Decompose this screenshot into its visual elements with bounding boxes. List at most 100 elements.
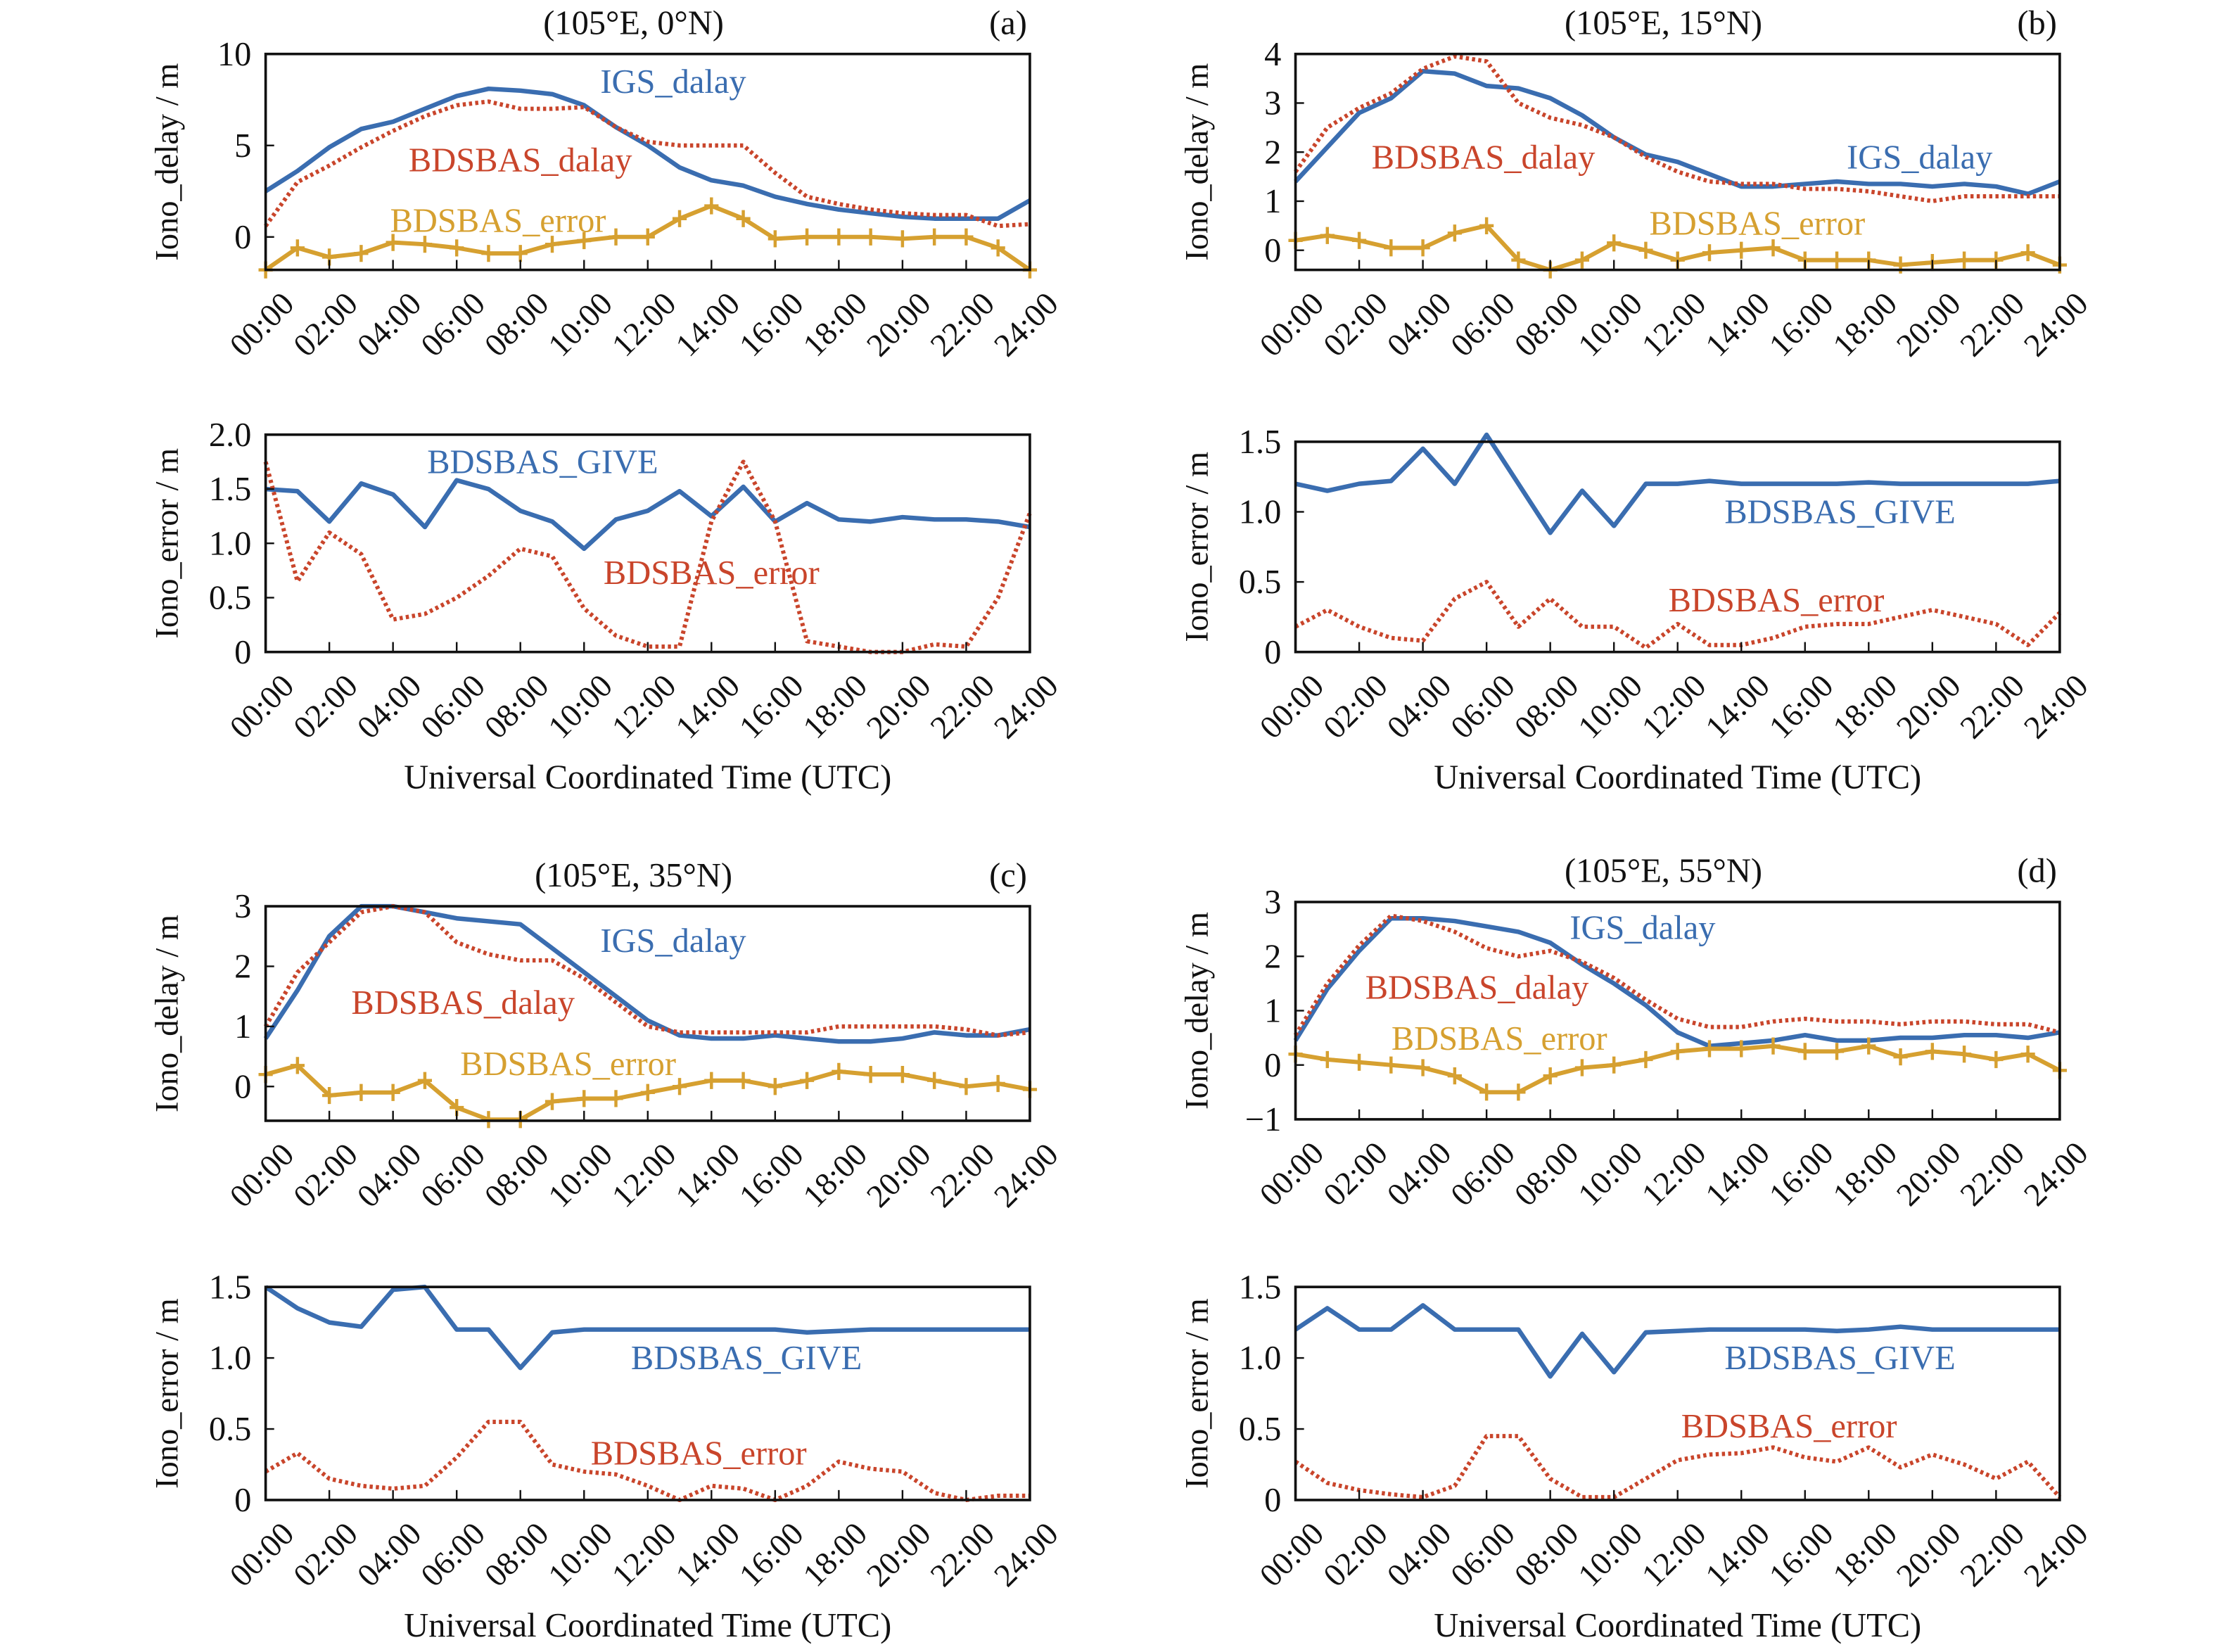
x-tick-label: 06:00 (414, 1137, 492, 1215)
panel-b-top: 00:0002:0004:0006:0008:0010:0012:0014:00… (1179, 4, 2095, 364)
data-point-marker (704, 1072, 719, 1089)
y-tick-label: 1 (1264, 993, 1281, 1030)
series-annotation: BDSBAS_error (1392, 1020, 1607, 1057)
y-tick-label: 10 (217, 36, 251, 73)
series-annotation: BDSBAS_error (1681, 1408, 1897, 1445)
x-tick-label: 24:00 (2018, 1136, 2096, 1214)
x-tick-label: 14:00 (1699, 1136, 1777, 1214)
series-annotation: BDSBAS_GIVE (1724, 494, 1955, 531)
x-tick-label: 16:00 (733, 286, 811, 364)
y-tick-label: 0 (1264, 1482, 1281, 1519)
data-point-marker (863, 1066, 878, 1084)
data-point-marker (2020, 1046, 2035, 1063)
series-annotation: BDSBAS_error (1649, 205, 1865, 242)
data-point-marker (513, 245, 528, 262)
x-tick-label: 24:00 (988, 1137, 1066, 1215)
y-axis-label: Iono_error / m (149, 448, 185, 639)
x-tick-label: 24:00 (988, 1516, 1066, 1594)
data-point-marker (354, 1084, 369, 1101)
y-tick-label: 0.5 (1239, 1411, 1282, 1448)
x-tick-label: 24:00 (2018, 668, 2096, 746)
data-point-marker (322, 1086, 337, 1105)
data-point-marker (290, 1057, 305, 1074)
data-point-marker (354, 245, 369, 262)
x-axis-label: Universal Coordinated Time (UTC) (404, 759, 891, 796)
data-point-marker (1384, 239, 1399, 257)
x-tick-label: 08:00 (478, 668, 556, 746)
y-tick-label: 0 (234, 1068, 251, 1105)
data-point-marker (1415, 239, 1430, 257)
x-tick-label: 04:00 (1380, 1516, 1458, 1594)
y-tick-label: 2 (1264, 134, 1281, 171)
x-tick-label: 18:00 (1826, 286, 1904, 364)
x-tick-label: 10:00 (1572, 286, 1650, 364)
series-annotation: IGS_dalay (600, 922, 746, 960)
data-point-marker (386, 234, 400, 251)
series-line-igs-dalay (264, 86, 1031, 221)
x-tick-label: 24:00 (988, 668, 1066, 746)
series-annotation: BDSBAS_error (604, 554, 820, 592)
x-axis-label: Universal Coordinated Time (UTC) (404, 1607, 891, 1644)
x-tick-label: 14:00 (1699, 668, 1777, 746)
y-tick-label: 2 (1264, 938, 1281, 975)
series-annotation: IGS_dalay (1569, 909, 1716, 946)
series-annotation: BDSBAS_error (390, 203, 606, 240)
panel-letter: (b) (2017, 4, 2056, 42)
x-tick-label: 08:00 (478, 286, 556, 364)
x-tick-label: 16:00 (1763, 668, 1841, 746)
data-point-marker (1511, 251, 1526, 269)
x-tick-label: 10:00 (542, 1137, 620, 1215)
x-tick-label: 18:00 (796, 1137, 874, 1215)
data-point-marker (609, 1090, 623, 1107)
x-tick-label: 06:00 (1444, 1136, 1522, 1214)
data-point-marker (290, 239, 305, 257)
data-point-marker (768, 230, 782, 248)
data-point-marker (1861, 1037, 1876, 1055)
x-tick-label: 02:00 (1317, 668, 1395, 746)
panel-d-top: 00:0002:0004:0006:0008:0010:0012:0014:00… (1179, 853, 2095, 1214)
y-tick-label: 2.0 (209, 417, 252, 454)
plot-frame (1294, 440, 2061, 654)
y-tick-label: 1.0 (209, 525, 252, 562)
x-tick-label: 12:00 (1635, 1516, 1713, 1594)
x-tick-label: 10:00 (1572, 1136, 1650, 1214)
data-point-marker (1320, 227, 1335, 244)
data-point-marker (1574, 1059, 1590, 1076)
data-point-marker (1829, 1043, 1845, 1060)
data-point-marker (1702, 244, 1717, 262)
x-tick-label: 04:00 (350, 1516, 428, 1594)
series-line-bdsbas-give (1294, 432, 2061, 535)
x-tick-label: 12:00 (606, 286, 684, 364)
x-tick-label: 20:00 (860, 1137, 938, 1215)
data-point-marker (1607, 234, 1622, 252)
panel-a-top: 00:0002:0004:0006:0008:0010:0012:0014:00… (149, 4, 1065, 364)
data-point-marker (386, 1084, 400, 1101)
y-tick-label: 1.0 (1239, 1340, 1282, 1377)
x-tick-label: 22:00 (1954, 668, 2032, 746)
x-tick-label: 12:00 (606, 668, 684, 746)
data-point-marker (1607, 1056, 1622, 1074)
x-tick-label: 06:00 (414, 1516, 492, 1594)
x-tick-label: 04:00 (350, 1137, 428, 1215)
series-line-bdsbas-dalay (264, 99, 1031, 229)
data-point-marker (1574, 251, 1590, 269)
x-tick-label: 14:00 (1699, 1516, 1777, 1594)
x-tick-label: 20:00 (1890, 668, 1968, 746)
series-line-bdsbas-give (264, 1284, 1030, 1371)
y-tick-label: 1.0 (209, 1340, 252, 1377)
x-tick-label: 06:00 (1444, 1516, 1522, 1594)
x-tick-label: 16:00 (733, 1516, 811, 1594)
x-tick-label: 04:00 (350, 286, 428, 364)
x-tick-label: 24:00 (2018, 286, 2096, 364)
x-axis-label: Universal Coordinated Time (UTC) (1434, 1607, 1921, 1644)
x-tick-label: 12:00 (1635, 668, 1713, 746)
y-tick-label: 0.5 (209, 1411, 252, 1448)
data-point-marker (1925, 1043, 1940, 1060)
x-tick-label: 22:00 (1954, 1136, 2032, 1214)
y-tick-label: 1.5 (209, 1269, 252, 1306)
data-point-marker (545, 236, 560, 253)
data-point-marker (481, 245, 496, 262)
series-annotation: BDSBAS_error (591, 1435, 807, 1473)
x-tick-label: 08:00 (478, 1516, 556, 1594)
data-point-marker (1766, 239, 1781, 257)
